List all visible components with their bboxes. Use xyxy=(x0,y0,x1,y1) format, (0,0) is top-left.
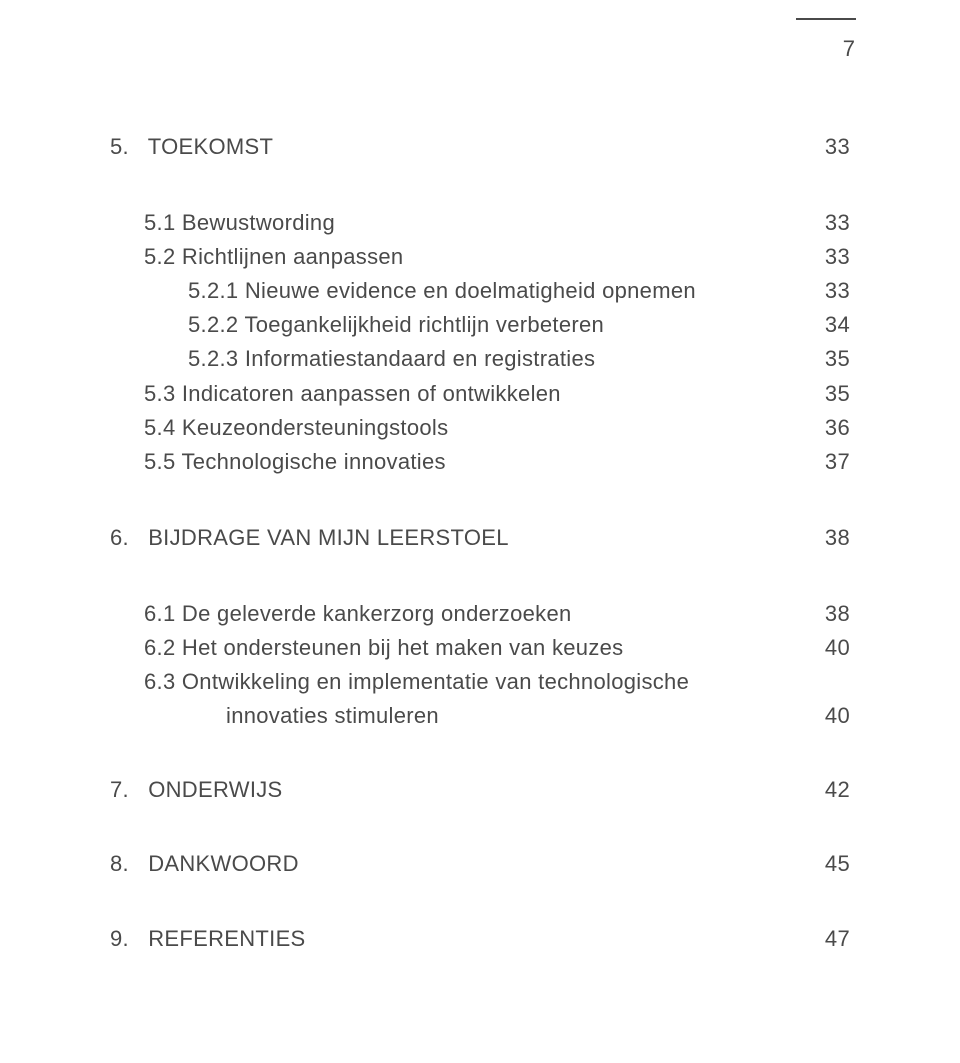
table-of-contents: 5. TOEKOMST 33 5.1 Bewustwording 33 5.2 … xyxy=(110,0,850,956)
toc-chapter-label: 5. TOEKOMST xyxy=(110,130,810,164)
toc-chapter-num: 7. xyxy=(110,777,129,802)
toc-chapter-num: 9. xyxy=(110,926,129,951)
toc-chapter-9: 9. REFERENTIES 47 xyxy=(110,922,850,956)
spacer xyxy=(110,733,850,773)
toc-chapter-label: 9. REFERENTIES xyxy=(110,922,810,956)
toc-entry: 6.3 Ontwikkeling en implementatie van te… xyxy=(110,665,850,699)
toc-entry-label: innovaties stimuleren xyxy=(110,699,810,733)
toc-chapter-7: 7. ONDERWIJS 42 xyxy=(110,773,850,807)
toc-entry-continuation: innovaties stimuleren 40 xyxy=(110,699,850,733)
toc-entry-label: 5.3 Indicatoren aanpassen of ontwikkelen xyxy=(110,377,810,411)
toc-chapter-num: 6. xyxy=(110,525,129,550)
toc-entry-label: 5.2.2 Toegankelijkheid richtlijn verbete… xyxy=(110,308,810,342)
toc-entry-page: 40 xyxy=(810,631,850,665)
toc-chapter-label: 6. BIJDRAGE VAN MIJN LEERSTOEL xyxy=(110,521,810,555)
toc-entry-page: 35 xyxy=(810,342,850,376)
toc-chapter-page: 45 xyxy=(810,847,850,881)
toc-chapter-label: 7. ONDERWIJS xyxy=(110,773,810,807)
toc-entry-label: 5.5 Technologische innovaties xyxy=(110,445,810,479)
toc-entry: 5.5 Technologische innovaties 37 xyxy=(110,445,850,479)
toc-chapter-title: REFERENTIES xyxy=(148,926,305,951)
toc-entry-label: 6.1 De geleverde kankerzorg onderzoeken xyxy=(110,597,810,631)
toc-chapter-page: 47 xyxy=(810,922,850,956)
toc-chapter-title: DANKWOORD xyxy=(148,851,299,876)
toc-entry-label: 5.2 Richtlijnen aanpassen xyxy=(110,240,810,274)
toc-entry: 5.1 Bewustwording 33 xyxy=(110,206,850,240)
toc-entry: 5.2.2 Toegankelijkheid richtlijn verbete… xyxy=(110,308,850,342)
toc-chapter-page: 33 xyxy=(810,130,850,164)
toc-chapter-title: TOEKOMST xyxy=(148,134,273,159)
page-number-rule xyxy=(796,18,856,20)
toc-chapter-title: BIJDRAGE VAN MIJN LEERSTOEL xyxy=(148,525,509,550)
toc-entry-label: 6.2 Het ondersteunen bij het maken van k… xyxy=(110,631,810,665)
toc-entry-label: 5.2.1 Nieuwe evidence en doelmatigheid o… xyxy=(110,274,810,308)
toc-entry-page: 33 xyxy=(810,206,850,240)
toc-entry-page: 34 xyxy=(810,308,850,342)
spacer xyxy=(110,479,850,521)
page: 7 5. TOEKOMST 33 5.1 Bewustwording 33 5.… xyxy=(0,0,960,1063)
toc-entry-page: 38 xyxy=(810,597,850,631)
toc-chapter-8: 8. DANKWOORD 45 xyxy=(110,847,850,881)
toc-entry: 6.2 Het ondersteunen bij het maken van k… xyxy=(110,631,850,665)
toc-entry: 6.1 De geleverde kankerzorg onderzoeken … xyxy=(110,597,850,631)
spacer xyxy=(110,555,850,597)
spacer xyxy=(110,807,850,847)
page-number-wrap: 7 xyxy=(843,36,856,62)
toc-chapter-num: 5. xyxy=(110,134,129,159)
toc-entry: 5.2.1 Nieuwe evidence en doelmatigheid o… xyxy=(110,274,850,308)
toc-entry-label: 5.4 Keuzeondersteuningstools xyxy=(110,411,810,445)
toc-entry-page: 33 xyxy=(810,274,850,308)
toc-entry-page: 40 xyxy=(810,699,850,733)
toc-entry-page: 33 xyxy=(810,240,850,274)
toc-entry: 5.2 Richtlijnen aanpassen 33 xyxy=(110,240,850,274)
toc-entry-page: 36 xyxy=(810,411,850,445)
toc-chapter-num: 8. xyxy=(110,851,129,876)
toc-entry: 5.4 Keuzeondersteuningstools 36 xyxy=(110,411,850,445)
toc-entry-label: 5.1 Bewustwording xyxy=(110,206,810,240)
toc-entry: 5.2.3 Informatiestandaard en registratie… xyxy=(110,342,850,376)
page-number: 7 xyxy=(843,36,856,61)
toc-chapter-page: 42 xyxy=(810,773,850,807)
spacer xyxy=(110,164,850,206)
toc-entry-label: 5.2.3 Informatiestandaard en registratie… xyxy=(110,342,810,376)
toc-chapter-6: 6. BIJDRAGE VAN MIJN LEERSTOEL 38 xyxy=(110,521,850,555)
toc-entry-page: 35 xyxy=(810,377,850,411)
spacer xyxy=(110,882,850,922)
toc-chapter-page: 38 xyxy=(810,521,850,555)
toc-chapter-5: 5. TOEKOMST 33 xyxy=(110,130,850,164)
toc-entry-page: 37 xyxy=(810,445,850,479)
toc-chapter-label: 8. DANKWOORD xyxy=(110,847,810,881)
toc-entry-label: 6.3 Ontwikkeling en implementatie van te… xyxy=(110,665,810,699)
toc-entry: 5.3 Indicatoren aanpassen of ontwikkelen… xyxy=(110,377,850,411)
toc-chapter-title: ONDERWIJS xyxy=(148,777,282,802)
